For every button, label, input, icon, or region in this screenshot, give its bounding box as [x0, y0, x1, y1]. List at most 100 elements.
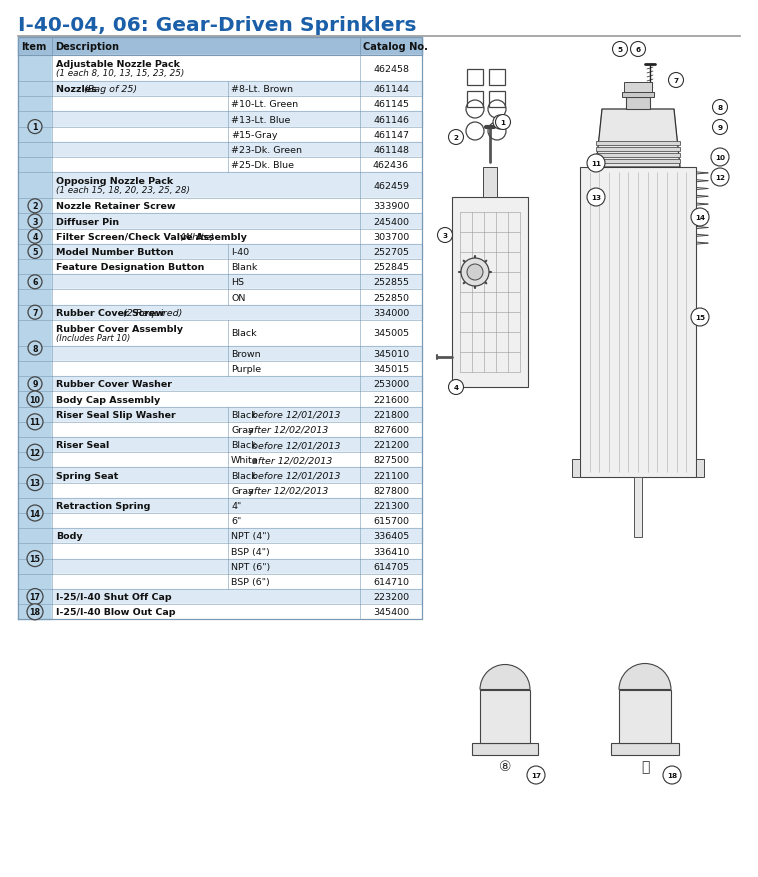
Text: 462459: 462459 [373, 182, 409, 190]
Text: BSP (4"): BSP (4") [231, 547, 270, 556]
Text: Nozzle Retainer Screw: Nozzle Retainer Screw [56, 202, 176, 211]
Text: Diffuser Pin: Diffuser Pin [56, 217, 119, 226]
Bar [483, 168, 497, 198]
Text: Opposing Nozzle Pack: Opposing Nozzle Pack [56, 177, 174, 186]
Text: 9: 9 [33, 380, 38, 389]
Polygon shape [52, 346, 422, 361]
Text: Body Cap Assembly: Body Cap Assembly [56, 395, 160, 404]
Text: Feature Designation Button: Feature Designation Button [56, 263, 205, 272]
Text: 614705: 614705 [373, 562, 409, 571]
Text: ⑧: ⑧ [499, 759, 511, 774]
Bar [624, 83, 652, 93]
Circle shape [587, 155, 605, 173]
Polygon shape [52, 245, 422, 260]
Bar [626, 98, 650, 110]
Text: Brown: Brown [231, 350, 261, 359]
Text: 12: 12 [30, 448, 41, 457]
Text: Item: Item [21, 42, 46, 52]
Circle shape [691, 209, 709, 227]
Polygon shape [52, 260, 422, 275]
Circle shape [27, 604, 43, 620]
Text: 223200: 223200 [373, 593, 409, 602]
Text: 7: 7 [674, 78, 678, 84]
Polygon shape [18, 230, 52, 245]
Text: 253000: 253000 [373, 380, 409, 389]
Bar [611, 743, 679, 754]
Text: 4": 4" [231, 502, 241, 510]
Text: #15-Gray: #15-Gray [231, 131, 277, 139]
Polygon shape [18, 320, 52, 346]
Text: Spring Seat: Spring Seat [56, 471, 118, 480]
Polygon shape [18, 290, 52, 305]
Polygon shape [18, 407, 52, 423]
Text: 14: 14 [695, 215, 705, 221]
Polygon shape [18, 559, 52, 574]
Text: Black: Black [231, 329, 257, 338]
Circle shape [587, 189, 605, 207]
Text: 15: 15 [695, 315, 705, 321]
Text: ⑱: ⑱ [641, 759, 649, 774]
Text: Retraction Spring: Retraction Spring [56, 502, 150, 510]
Polygon shape [52, 513, 422, 529]
Polygon shape [18, 574, 52, 589]
Polygon shape [52, 574, 422, 589]
Text: 252845: 252845 [373, 263, 409, 272]
Circle shape [28, 230, 42, 244]
Text: 5: 5 [618, 47, 622, 53]
Text: #23-Dk. Green: #23-Dk. Green [231, 146, 302, 154]
Text: 8: 8 [717, 105, 722, 111]
Text: 245400: 245400 [373, 217, 409, 226]
Polygon shape [52, 127, 422, 143]
Polygon shape [52, 498, 422, 513]
Text: 827600: 827600 [373, 425, 409, 434]
Text: 827800: 827800 [373, 486, 409, 496]
Text: 336410: 336410 [373, 547, 409, 556]
Text: Rubber Cover Assembly: Rubber Cover Assembly [56, 324, 183, 334]
Circle shape [27, 391, 43, 408]
Circle shape [713, 120, 728, 135]
Circle shape [663, 766, 681, 784]
Text: 4: 4 [453, 384, 459, 390]
Text: #13-Lt. Blue: #13-Lt. Blue [231, 116, 290, 125]
Text: 1: 1 [33, 123, 38, 132]
Bar [596, 153, 680, 158]
Circle shape [27, 445, 43, 460]
Text: Purple: Purple [231, 365, 261, 374]
Text: 461145: 461145 [373, 100, 409, 109]
Text: 17: 17 [531, 772, 541, 778]
Circle shape [449, 131, 463, 146]
Polygon shape [596, 110, 680, 168]
Text: Gray: Gray [231, 486, 254, 496]
Bar [489, 92, 505, 108]
Text: NPT (6"): NPT (6") [231, 562, 271, 571]
Polygon shape [18, 392, 52, 407]
Text: 12: 12 [715, 175, 725, 181]
Polygon shape [18, 438, 52, 453]
Polygon shape [52, 392, 422, 407]
Polygon shape [18, 112, 52, 127]
Circle shape [493, 116, 507, 130]
Text: after 12/02/2013: after 12/02/2013 [249, 456, 332, 465]
Text: NPT (4"): NPT (4") [231, 531, 271, 541]
Text: 221100: 221100 [373, 471, 409, 480]
Circle shape [691, 309, 709, 326]
Polygon shape [52, 275, 422, 290]
Polygon shape [18, 467, 52, 483]
Text: 303700: 303700 [373, 232, 409, 241]
Text: 345015: 345015 [373, 365, 409, 374]
Text: 11: 11 [30, 417, 40, 427]
Bar [622, 93, 654, 98]
Text: #25-Dk. Blue: #25-Dk. Blue [231, 160, 294, 170]
Text: 9: 9 [717, 125, 722, 131]
Polygon shape [52, 483, 422, 498]
Text: Adjustable Nozzle Pack: Adjustable Nozzle Pack [56, 60, 180, 69]
Text: Filter Screen/Check Valve Assembly: Filter Screen/Check Valve Assembly [56, 232, 250, 241]
Text: Black: Black [231, 440, 257, 450]
Polygon shape [52, 377, 422, 392]
Circle shape [631, 42, 646, 57]
Circle shape [27, 551, 43, 567]
Polygon shape [52, 423, 422, 438]
Text: Riser Seal: Riser Seal [56, 440, 109, 450]
Polygon shape [18, 158, 52, 173]
Circle shape [713, 100, 728, 116]
